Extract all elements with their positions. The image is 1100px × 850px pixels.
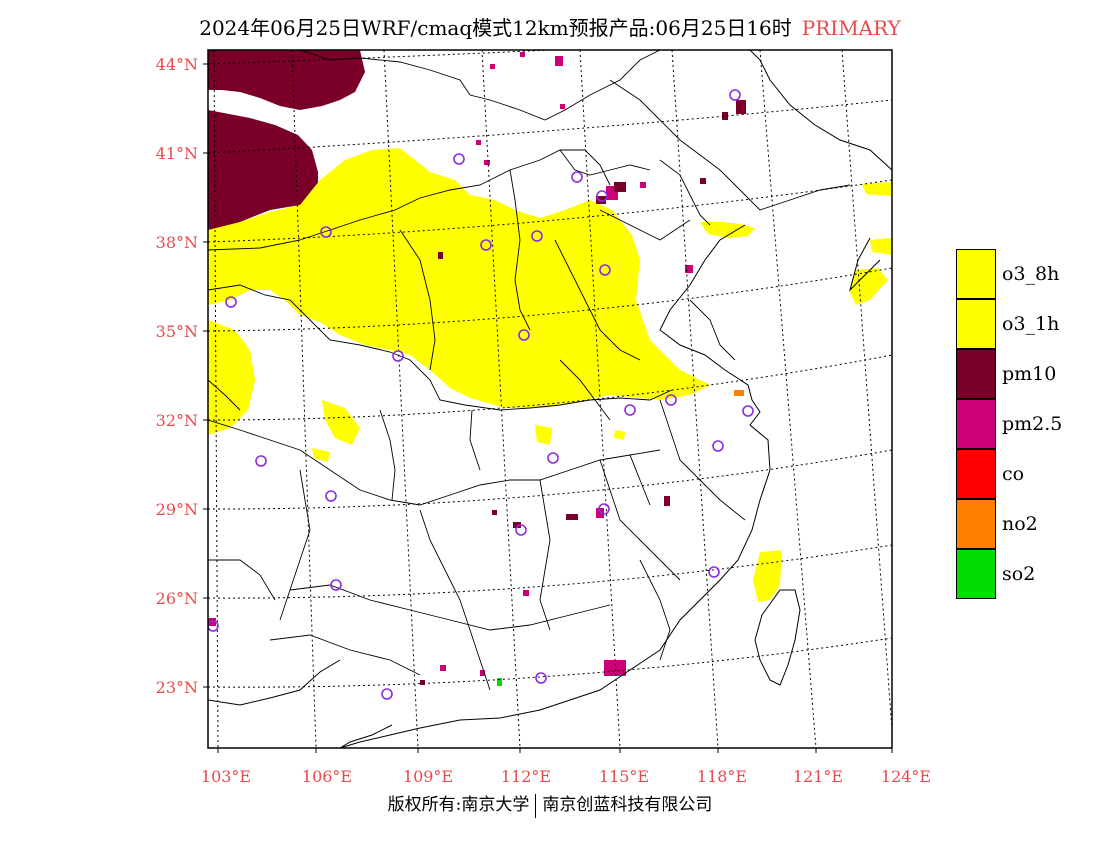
latitude-labels: 44°N 41°N 38°N 35°N 32°N 29°N 26°N 23°N bbox=[156, 55, 198, 697]
lon-label: 124°E bbox=[881, 767, 931, 786]
station-markers bbox=[208, 89, 754, 700]
legend-swatch bbox=[956, 299, 996, 349]
lat-label: 41°N bbox=[156, 144, 198, 163]
pm10-field-northwest bbox=[208, 50, 365, 230]
no2-spot bbox=[734, 390, 744, 396]
map-title: 2024年06月25日WRF/cmaq模式12km预报产品:06月25日16时 P… bbox=[0, 12, 1100, 41]
coastline bbox=[339, 50, 892, 748]
lon-label: 118°E bbox=[697, 767, 747, 786]
province-boundaries bbox=[208, 50, 851, 691]
axis-ticks bbox=[203, 63, 893, 753]
credit-separator bbox=[535, 793, 537, 818]
lat-label: 26°N bbox=[156, 589, 198, 608]
legend-label: o3_1h bbox=[1002, 313, 1060, 335]
lon-label: 121°E bbox=[793, 767, 843, 786]
legend-label: o3_8h bbox=[1002, 263, 1060, 285]
legend-label: no2 bbox=[1002, 513, 1038, 535]
so2-spot bbox=[497, 678, 502, 686]
lon-label: 112°E bbox=[501, 767, 551, 786]
lat-label: 23°N bbox=[156, 678, 198, 697]
lat-label: 35°N bbox=[156, 322, 198, 341]
pm10-spots bbox=[420, 100, 746, 685]
lat-label: 38°N bbox=[156, 233, 198, 252]
legend-swatch bbox=[956, 399, 996, 449]
map-frame bbox=[207, 49, 893, 749]
lon-label: 115°E bbox=[599, 767, 649, 786]
legend-swatch bbox=[956, 349, 996, 399]
credit-right: 南京创蓝科技有限公司 bbox=[542, 795, 713, 815]
lat-label: 29°N bbox=[156, 500, 198, 519]
longitude-grid bbox=[213, 50, 892, 748]
legend-swatch bbox=[956, 249, 996, 299]
lon-label: 109°E bbox=[403, 767, 453, 786]
legend-label: pm10 bbox=[1002, 363, 1057, 385]
lon-label: 103°E bbox=[201, 767, 251, 786]
credit-left: 版权所有:南京大学 bbox=[387, 795, 530, 815]
legend-swatch bbox=[956, 549, 996, 599]
legend-swatch bbox=[956, 449, 996, 499]
o3-field-north-china bbox=[208, 148, 892, 602]
title-text: 2024年06月25日WRF/cmaq模式12km预报产品:06月25日16时 bbox=[199, 16, 792, 40]
longitude-labels: 103°E 106°E 109°E 112°E 115°E 118°E 121°… bbox=[201, 767, 931, 786]
lon-label: 106°E bbox=[302, 767, 352, 786]
lat-label: 32°N bbox=[156, 411, 198, 430]
lat-label: 44°N bbox=[156, 55, 198, 74]
legend-label: so2 bbox=[1002, 563, 1036, 585]
legend-label: pm2.5 bbox=[1002, 413, 1063, 435]
legend-swatch bbox=[956, 499, 996, 549]
country-border bbox=[208, 659, 393, 748]
legend-label: co bbox=[1002, 463, 1025, 485]
primary-tag: PRIMARY bbox=[801, 16, 901, 40]
copyright-credit: 版权所有:南京大学 南京创蓝科技有限公司 bbox=[0, 790, 1100, 818]
